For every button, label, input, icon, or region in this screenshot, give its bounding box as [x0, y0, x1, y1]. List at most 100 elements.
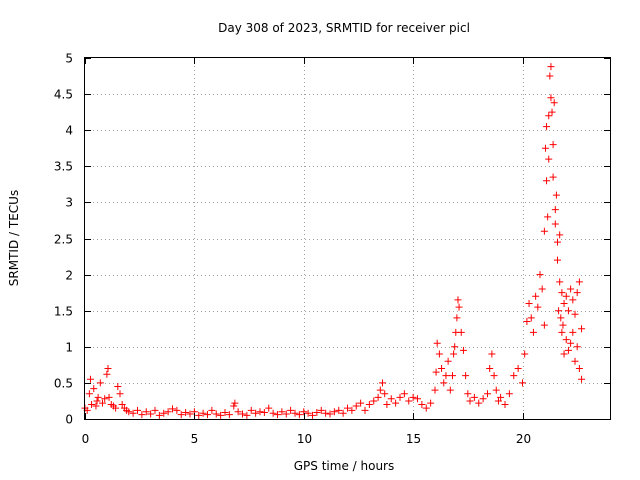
data-point — [96, 379, 104, 387]
data-point — [527, 314, 535, 322]
data-point — [545, 155, 553, 163]
data-point — [225, 411, 233, 419]
data-point — [101, 395, 109, 403]
plot-frame — [84, 57, 611, 420]
data-point — [550, 99, 558, 107]
data-point — [454, 296, 462, 304]
data-point — [422, 404, 430, 412]
y-tick-label: 0 — [65, 413, 73, 427]
data-point — [125, 408, 133, 416]
data-point — [573, 289, 581, 297]
data-point — [449, 372, 456, 380]
data-point — [93, 397, 101, 405]
data-point — [569, 296, 577, 304]
data-point — [278, 408, 286, 416]
data-point — [418, 401, 426, 409]
data-point — [490, 372, 498, 380]
data-point — [562, 336, 570, 344]
data-point — [573, 343, 581, 351]
data-point — [287, 406, 295, 414]
data-point — [326, 410, 334, 418]
data-point — [431, 386, 439, 394]
data-point — [243, 411, 251, 419]
data-point — [556, 278, 564, 286]
data-point — [204, 411, 211, 419]
data-point — [383, 401, 391, 409]
data-point — [116, 390, 124, 398]
data-point — [551, 206, 559, 214]
x-tick-label: 0 — [82, 432, 90, 446]
data-point — [138, 411, 146, 419]
data-point — [105, 393, 113, 401]
data-point — [555, 307, 563, 315]
data-point — [118, 401, 126, 409]
data-point — [479, 395, 487, 403]
data-point — [313, 409, 321, 417]
data-point — [459, 346, 467, 354]
y-tick-label: 4 — [65, 124, 73, 138]
data-point — [571, 310, 579, 318]
data-point — [529, 328, 537, 336]
data-point — [571, 357, 579, 365]
data-point — [451, 343, 459, 351]
data-point — [295, 411, 303, 419]
data-point — [164, 408, 172, 416]
y-tick-label: 1 — [65, 341, 73, 355]
data-point — [151, 406, 159, 414]
data-point — [545, 112, 553, 120]
y-tick-label: 3 — [65, 196, 73, 210]
data-point — [540, 321, 548, 329]
data-point — [462, 372, 470, 380]
data-point — [541, 144, 549, 152]
data-point — [427, 399, 435, 407]
data-point — [453, 314, 461, 322]
x-tick-label: 10 — [297, 432, 312, 446]
data-point — [234, 408, 242, 416]
data-point — [442, 372, 450, 380]
data-point — [484, 390, 491, 398]
data-point — [155, 411, 163, 419]
data-point — [344, 404, 351, 412]
data-point — [86, 375, 94, 383]
data-point — [534, 303, 542, 311]
data-point — [464, 390, 472, 398]
data-point — [304, 409, 312, 417]
data-point — [129, 409, 137, 417]
data-point — [177, 411, 185, 419]
data-point — [274, 411, 281, 419]
data-point — [186, 410, 194, 418]
data-point — [230, 402, 238, 410]
y-tick-label: 5 — [65, 52, 73, 66]
chart-title: Day 308 of 2023, SRMTID for receiver pic… — [218, 21, 470, 35]
data-point — [414, 395, 421, 403]
data-point — [455, 303, 463, 311]
x-axis-label: GPS time / hours — [294, 459, 395, 473]
y-tick-label: 0.5 — [54, 377, 73, 391]
data-point — [440, 379, 448, 387]
data-point — [265, 404, 273, 412]
data-point — [562, 292, 570, 300]
data-point — [557, 314, 565, 322]
data-point — [532, 292, 540, 300]
x-tick-label: 20 — [516, 432, 531, 446]
data-point — [514, 364, 522, 372]
data-point — [547, 94, 555, 102]
data-point — [335, 406, 343, 414]
data-point — [88, 401, 96, 409]
data-point — [560, 299, 568, 307]
data-point — [160, 409, 168, 417]
data-point — [549, 173, 557, 181]
data-point — [348, 406, 356, 414]
data-point — [90, 385, 98, 393]
data-point — [376, 386, 384, 394]
data-point — [564, 346, 572, 354]
data-point — [544, 213, 552, 221]
data-point — [322, 409, 330, 417]
y-axis-label: SRMTID / TECUs — [7, 190, 21, 286]
data-point — [330, 408, 338, 416]
data-point — [556, 231, 564, 239]
data-point — [400, 390, 408, 398]
data-points — [81, 63, 586, 419]
y-tick-label: 2.5 — [54, 233, 73, 247]
data-point — [104, 364, 112, 372]
